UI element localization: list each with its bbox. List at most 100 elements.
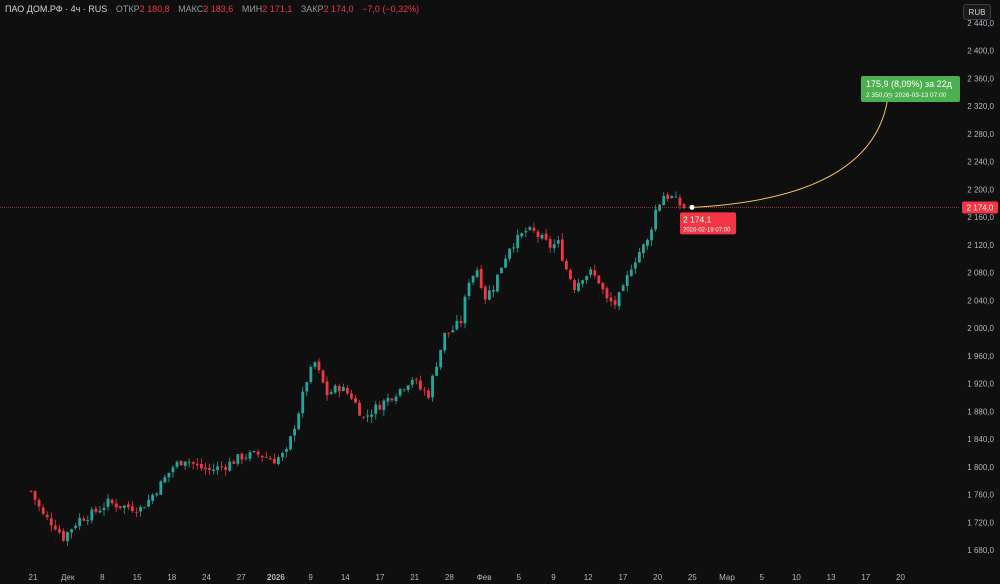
candle-body	[350, 393, 353, 399]
candle-body	[370, 414, 374, 417]
candle-body	[70, 529, 73, 533]
candle-body	[479, 269, 483, 288]
candle-body	[463, 296, 467, 324]
candle-body	[569, 270, 572, 280]
candle-body	[354, 398, 357, 403]
time-tick-label: 20	[896, 573, 905, 582]
candle-body	[86, 519, 90, 521]
candle-body	[175, 461, 179, 467]
candle-body	[678, 197, 682, 206]
candle-body	[605, 288, 609, 299]
candle-body	[167, 472, 171, 478]
candle-body	[110, 500, 114, 504]
symbol-title[interactable]: ПАО ДОМ.РФ · 4ч · RUS	[5, 4, 108, 14]
candle-body	[29, 490, 33, 492]
candle-body	[544, 233, 548, 240]
candle-body	[637, 252, 641, 263]
candle-body	[560, 239, 564, 261]
candle-series	[29, 191, 686, 547]
time-axis[interactable]: 21 Дек 8 15 18 24 27 2026 9 14 17 21 28 Фев 5 9 12 17 20 25…	[29, 573, 906, 582]
current-price-tag-text: 2 174,0	[967, 203, 994, 212]
candle-body	[427, 390, 430, 398]
candle-body	[94, 508, 98, 512]
currency-button[interactable]: RUB	[963, 4, 991, 20]
candle-body	[386, 397, 390, 402]
candle-body	[382, 400, 386, 410]
candle-body	[536, 231, 540, 237]
price-axis[interactable]: 1 680,0 1 720,0 1 760,0 1 800,0 1 840,0 1 880…	[967, 19, 994, 555]
candle-body	[670, 196, 674, 198]
candle-body	[658, 204, 662, 211]
candle-body	[37, 499, 41, 507]
open-value: 2 180,8	[139, 4, 170, 14]
time-tick-label: 18	[167, 573, 176, 582]
candle-body	[609, 297, 613, 302]
candle-body	[581, 280, 585, 284]
projection-start-price: 2 174,1	[683, 214, 712, 224]
candle-body	[260, 455, 264, 458]
candle-body	[329, 392, 333, 395]
projection-start-date: 2026-02-19 07:00	[683, 227, 731, 233]
candle-body	[244, 457, 248, 459]
candle-body	[589, 269, 593, 275]
candle-body	[447, 332, 451, 334]
candle-body	[82, 518, 86, 521]
candle-body	[187, 461, 191, 463]
symbol-legend: ПАО ДОМ.РФ · 4ч · RUS ОТКР2 180,8 МАКС2 …	[5, 4, 419, 14]
candle-body	[277, 457, 280, 465]
candle-body	[130, 506, 134, 511]
candle-body	[122, 505, 126, 508]
projection-start-point[interactable]	[689, 204, 695, 210]
time-tick-label: 13	[827, 573, 836, 582]
time-tick-label: 17	[618, 573, 627, 582]
candle-body	[439, 349, 443, 368]
candle-body	[621, 285, 625, 291]
price-tick-label: 1 800,0	[967, 463, 994, 472]
candle-body	[524, 230, 528, 233]
candle-body	[573, 280, 576, 290]
price-tick-label: 2 000,0	[967, 324, 994, 333]
candle-body	[601, 282, 605, 290]
candle-body	[191, 462, 195, 464]
projection-target-date: 2026-03-13 07:00	[895, 92, 947, 99]
candle-body	[297, 413, 301, 430]
candle-body	[264, 457, 268, 458]
price-tick-label: 1 760,0	[967, 491, 994, 500]
candle-body	[613, 300, 617, 305]
candle-body	[143, 507, 146, 509]
candle-body	[78, 517, 82, 527]
candle-body	[33, 491, 37, 500]
candle-body	[646, 239, 649, 246]
candle-body	[309, 366, 313, 382]
candle-body	[390, 398, 394, 401]
candle-body	[212, 469, 215, 471]
candle-body	[475, 270, 479, 278]
candle-body	[139, 506, 142, 512]
candle-body	[556, 240, 560, 244]
candle-body	[374, 404, 378, 414]
candle-body	[508, 248, 511, 259]
candle-body	[398, 388, 402, 396]
projection-start-badge: 2 174,1 2026-02-19 07:00	[680, 212, 736, 235]
candle-body	[248, 452, 252, 459]
candle-body	[451, 330, 455, 333]
price-tick-label: 1 880,0	[967, 407, 994, 416]
candle-body	[585, 276, 589, 281]
time-tick-label: Мар	[719, 573, 735, 582]
time-tick-label: 10	[792, 573, 801, 582]
projection-curve[interactable]	[691, 85, 890, 208]
candle-body	[418, 380, 422, 390]
candle-body	[204, 467, 207, 470]
time-tick-label: 8	[100, 573, 105, 582]
candle-body	[62, 531, 65, 541]
candle-body	[394, 396, 398, 401]
time-tick-label: 2026	[267, 573, 285, 582]
low-value: 2 171,1	[262, 4, 293, 14]
open-label: ОТКР	[115, 4, 140, 14]
candle-body	[459, 321, 463, 324]
candle-body	[256, 451, 260, 455]
price-tick-label: 2 440,0	[967, 19, 994, 28]
time-tick-label: 28	[445, 573, 454, 582]
candle-body	[195, 463, 199, 466]
